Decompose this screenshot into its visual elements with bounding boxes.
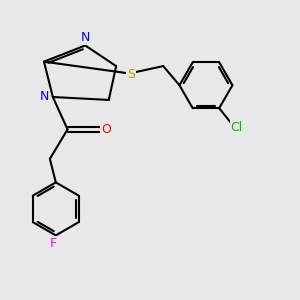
Text: F: F (49, 237, 56, 250)
Text: N: N (40, 91, 49, 103)
Text: Cl: Cl (231, 121, 243, 134)
Text: S: S (127, 68, 135, 81)
Text: O: O (101, 123, 111, 136)
Text: N: N (80, 31, 90, 44)
